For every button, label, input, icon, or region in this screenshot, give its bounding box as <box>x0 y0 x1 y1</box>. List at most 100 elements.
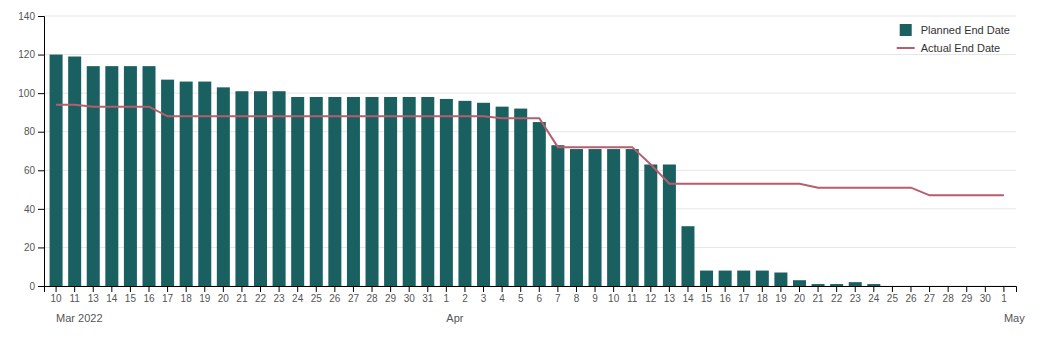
tick-mark <box>632 286 633 292</box>
tick-mark <box>985 286 986 292</box>
tick: 17 <box>162 286 174 304</box>
tick-mark <box>38 132 44 133</box>
bar <box>384 97 397 286</box>
month-label: Mar 2022 <box>56 312 102 324</box>
bar <box>607 149 620 286</box>
tick: 21 <box>236 286 248 304</box>
bar <box>626 149 639 286</box>
tick: 18 <box>757 286 769 304</box>
tick-mark <box>149 286 150 292</box>
tick-mark <box>111 286 112 292</box>
tick-label: 6 <box>537 293 543 304</box>
bar <box>440 99 453 286</box>
tick-label: 14 <box>682 293 694 304</box>
legend: Planned End Date Actual End Date <box>897 24 1010 54</box>
tick-mark <box>409 286 410 292</box>
bar <box>533 122 546 286</box>
tick-label: 24 <box>868 293 880 304</box>
tick: 26 <box>905 286 917 304</box>
bar <box>849 282 862 286</box>
tick: 6 <box>537 286 543 304</box>
tick: 22 <box>255 286 267 304</box>
bar <box>756 271 769 286</box>
tick-label: 30 <box>404 293 416 304</box>
tick: 27 <box>924 286 936 304</box>
bar <box>87 66 100 286</box>
grid-line <box>44 16 1016 17</box>
tick-label: 17 <box>738 293 750 304</box>
tick: 1 <box>444 286 450 304</box>
tick-mark <box>241 286 242 292</box>
tick-label: 28 <box>943 293 955 304</box>
tick-label: 26 <box>329 293 341 304</box>
tick-mark <box>38 286 44 287</box>
tick-mark <box>780 286 781 292</box>
tick: 26 <box>329 286 341 304</box>
bar <box>737 271 750 286</box>
annotations: Mar 2022AprMay <box>56 312 1025 324</box>
bar <box>589 149 602 286</box>
tick-label: 11 <box>69 293 80 304</box>
tick: 24 <box>868 286 880 304</box>
tick-label: 27 <box>924 293 936 304</box>
tick-label: 17 <box>162 293 174 304</box>
tick-mark <box>910 286 911 292</box>
tick-mark <box>836 286 837 292</box>
tick-label: 1 <box>444 293 450 304</box>
legend-label: Actual End Date <box>921 42 1001 54</box>
tick: 40 <box>24 204 44 215</box>
tick: 24 <box>292 286 304 304</box>
tick-mark <box>167 286 168 292</box>
tick: 10 <box>51 286 63 304</box>
axis-line <box>38 17 45 287</box>
tick: 20 <box>24 242 44 253</box>
tick-mark <box>576 286 577 292</box>
tick: 19 <box>199 286 211 304</box>
marks <box>50 55 1004 286</box>
tick: 23 <box>274 286 286 304</box>
bar <box>960 286 973 287</box>
bar <box>161 80 174 286</box>
tick-mark <box>929 286 930 292</box>
tick: 13 <box>88 286 100 304</box>
tick-mark <box>502 286 503 292</box>
tick: 20 <box>218 286 230 304</box>
bar <box>477 103 490 286</box>
tick: 29 <box>385 286 397 304</box>
tick-label: 1 <box>1001 293 1007 304</box>
tick-label: 22 <box>255 293 267 304</box>
tick-mark <box>687 286 688 292</box>
tick-mark <box>669 286 670 292</box>
tick: 20 <box>794 286 806 304</box>
plot: 0204060801001201401011131415161718192021… <box>18 11 1025 324</box>
tick: 23 <box>850 286 862 304</box>
tick-label: 20 <box>24 242 36 253</box>
line <box>56 105 1004 196</box>
bar <box>328 97 341 286</box>
bar <box>68 57 81 287</box>
tick: 15 <box>701 286 713 304</box>
tick: 22 <box>831 286 843 304</box>
tick-mark <box>260 286 261 292</box>
bar <box>496 107 509 286</box>
bar <box>458 101 471 286</box>
tick: 30 <box>980 286 992 304</box>
tick-mark <box>650 286 651 292</box>
bar <box>923 286 936 287</box>
bar <box>681 226 694 286</box>
tick: 5 <box>518 286 524 304</box>
tick-label: 16 <box>143 293 155 304</box>
tick-label: 24 <box>292 293 304 304</box>
bar <box>886 286 899 287</box>
tick: 10 <box>608 286 620 304</box>
legend-swatch <box>897 47 915 49</box>
month-label: Apr <box>446 312 463 324</box>
tick-label: 0 <box>29 281 35 292</box>
tick: 80 <box>24 126 44 137</box>
tick: 2 <box>462 286 468 304</box>
tick-mark <box>743 286 744 292</box>
tick-label: 18 <box>181 293 193 304</box>
legend-item: Planned End Date <box>900 24 1010 36</box>
tick-label: 21 <box>236 293 248 304</box>
tick: 25 <box>311 286 323 304</box>
